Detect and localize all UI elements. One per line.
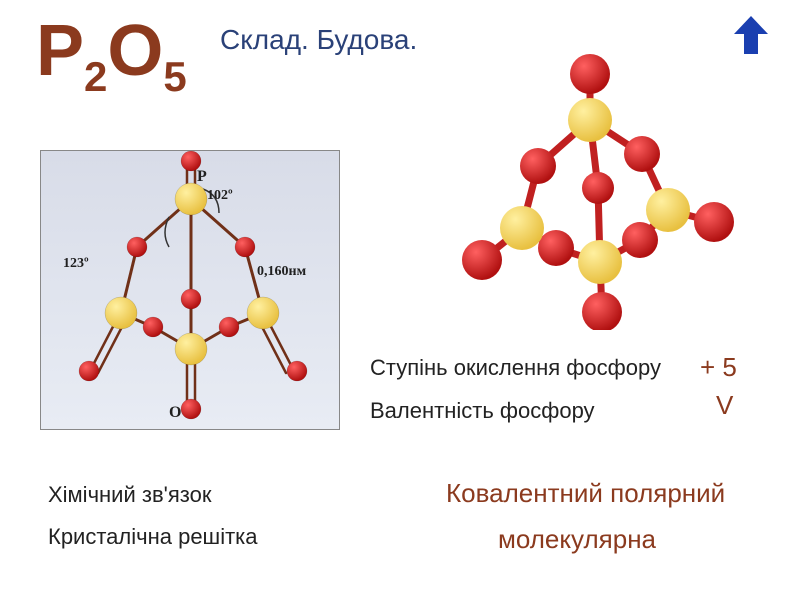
svg-text:0,160нм: 0,160нм <box>257 264 307 279</box>
formula-el2: O <box>107 11 163 91</box>
formula-sub1: 2 <box>84 53 107 100</box>
bond-value: Ковалентний полярний <box>446 478 725 509</box>
svg-text:P: P <box>197 168 207 185</box>
page-title: Склад. Будова. <box>220 24 417 56</box>
valence-label: Валентність фосфору <box>370 398 595 424</box>
valence-value: V <box>716 390 733 421</box>
structure-diagram-right <box>440 50 740 330</box>
svg-text:123º: 123º <box>63 256 89 271</box>
lattice-label: Кристалічна решітка <box>48 524 258 550</box>
svg-text:O: O <box>169 404 181 421</box>
bond-label: Хімічний зв'язок <box>48 482 211 508</box>
lattice-value: молекулярна <box>498 524 656 555</box>
structure-diagram-left: 123º 102º 0,160нм P O <box>40 150 340 430</box>
chemical-formula: P2O5 <box>36 10 187 92</box>
svg-text:102º: 102º <box>207 188 233 203</box>
oxidation-value: + 5 <box>700 352 737 383</box>
oxidation-label: Ступінь окислення фосфору <box>370 355 661 381</box>
formula-sub2: 5 <box>163 53 186 100</box>
formula-el1: P <box>36 11 84 91</box>
